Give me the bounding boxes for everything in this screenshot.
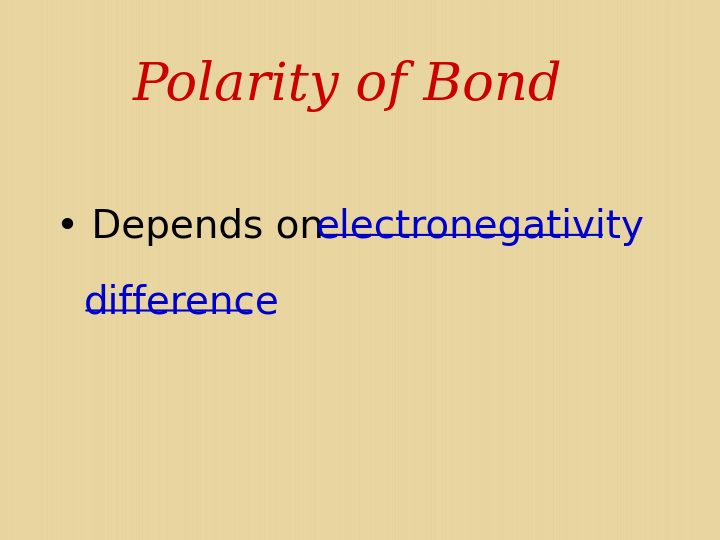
Text: Polarity of Bond: Polarity of Bond — [132, 60, 562, 112]
Text: electronegativity: electronegativity — [316, 208, 645, 246]
Text: difference: difference — [84, 284, 279, 321]
Text: • Depends on: • Depends on — [55, 208, 336, 246]
